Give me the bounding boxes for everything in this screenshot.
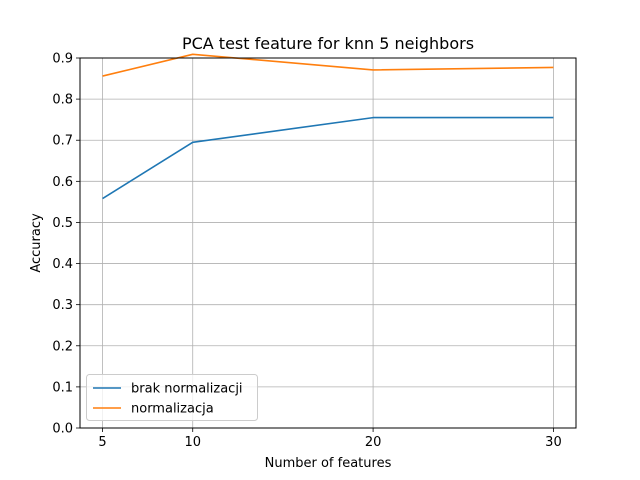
y-axis-ticks: 0.0 0.1 0.2 0.3 0.4 0.5 0.6 0.7 0.8 0.9	[52, 52, 80, 437]
y-tick-label: 0.3	[52, 298, 73, 313]
chart-title: PCA test feature for knn 5 neighbors	[182, 34, 474, 53]
legend-box	[86, 374, 258, 421]
y-axis-label: Accuracy	[29, 213, 44, 273]
y-tick-label: 0.9	[52, 52, 73, 67]
x-axis-ticks: 5 10 20 30	[98, 428, 562, 450]
y-tick-label: 0.5	[52, 216, 73, 231]
x-tick-label: 30	[545, 435, 562, 450]
y-tick-label: 0.1	[52, 380, 73, 395]
series-lines	[102, 53, 554, 200]
x-tick-label: 20	[365, 435, 382, 450]
y-tick-label: 0.8	[52, 93, 73, 108]
x-tick-label: 5	[98, 435, 106, 450]
plot-frame	[79, 57, 577, 429]
x-tick-label: 10	[184, 435, 201, 450]
y-tick-label: 0.0	[52, 422, 73, 437]
y-tick-label: 0.6	[52, 175, 73, 190]
y-tick-label: 0.2	[52, 339, 73, 354]
x-axis-label: Number of features	[265, 456, 392, 471]
series-line-1	[102, 116, 554, 200]
y-tick-label: 0.4	[52, 257, 73, 272]
series-line-2	[102, 53, 554, 77]
legend-label-1: brak normalizacji	[131, 382, 243, 397]
legend: brak normalizacji normalizacja	[86, 374, 258, 421]
legend-label-2: normalizacja	[131, 402, 214, 417]
y-tick-label: 0.7	[52, 134, 73, 149]
